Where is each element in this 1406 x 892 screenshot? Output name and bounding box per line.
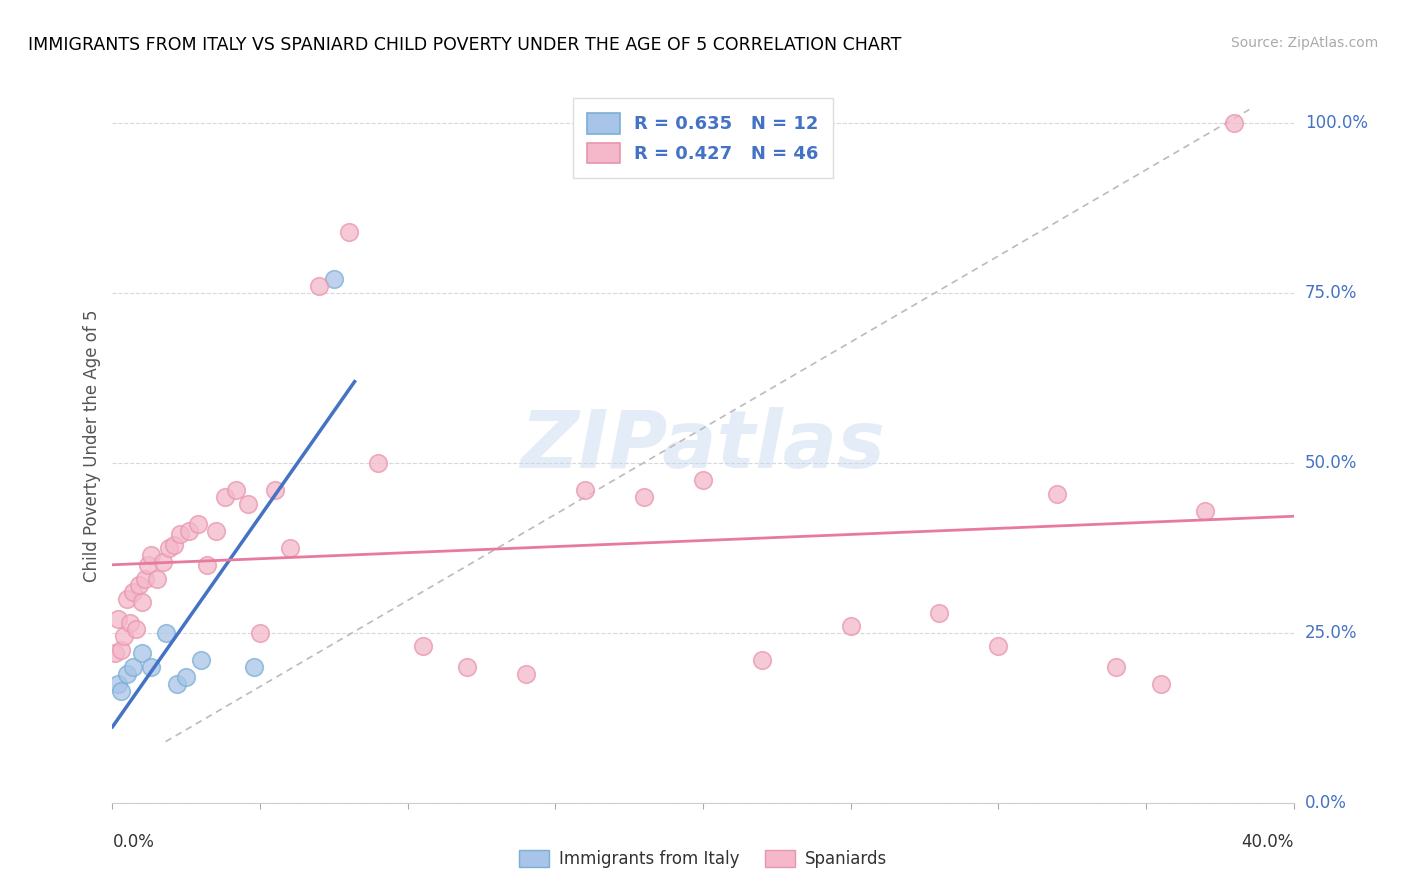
Point [308,279,330,293]
Point [367,456,389,470]
Point [633,490,655,504]
Point [278,541,301,555]
Point [190,653,212,667]
Point [107,612,129,626]
Point [1194,503,1216,517]
Point [456,660,478,674]
Point [131,646,153,660]
Legend: Immigrants from Italy, Spaniards: Immigrants from Italy, Spaniards [512,843,894,875]
Text: 100.0%: 100.0% [1305,114,1368,132]
Point [131,595,153,609]
Text: Source: ZipAtlas.com: Source: ZipAtlas.com [1230,36,1378,50]
Point [337,225,360,239]
Point [110,643,132,657]
Point [243,660,266,674]
Point [112,629,135,643]
Point [238,497,260,511]
Text: IMMIGRANTS FROM ITALY VS SPANIARD CHILD POVERTY UNDER THE AGE OF 5 CORRELATION C: IMMIGRANTS FROM ITALY VS SPANIARD CHILD … [28,36,901,54]
Text: 0.0%: 0.0% [112,833,155,851]
Point [117,591,138,606]
Point [139,660,162,674]
Point [134,572,156,586]
Point [146,572,169,586]
Point [214,490,236,504]
Point [411,640,433,654]
Point [187,517,209,532]
Point [110,683,132,698]
Text: ZIPatlas: ZIPatlas [520,407,886,485]
Point [117,666,138,681]
Point [174,670,197,684]
Point [987,640,1010,654]
Y-axis label: Child Poverty Under the Age of 5: Child Poverty Under the Age of 5 [83,310,101,582]
Point [139,548,162,562]
Point [155,626,177,640]
Point [515,666,537,681]
Point [751,653,773,667]
Point [195,558,218,572]
Point [323,272,346,286]
Text: 40.0%: 40.0% [1241,833,1294,851]
Point [166,677,188,691]
Point [107,677,129,691]
Point [205,524,228,538]
Point [120,615,142,630]
Point [163,537,186,551]
Point [136,558,159,572]
Point [152,555,174,569]
Point [179,524,201,538]
Point [839,619,862,633]
Legend: R = 0.635   N = 12, R = 0.427   N = 46: R = 0.635 N = 12, R = 0.427 N = 46 [572,98,834,178]
Point [169,527,191,541]
Point [225,483,247,498]
Point [249,626,271,640]
Point [574,483,596,498]
Point [264,483,287,498]
Point [104,646,127,660]
Point [928,606,950,620]
Point [1046,486,1069,500]
Point [157,541,180,555]
Point [692,473,714,487]
Text: 25.0%: 25.0% [1305,624,1357,642]
Point [1105,660,1128,674]
Text: 50.0%: 50.0% [1305,454,1357,472]
Point [125,623,148,637]
Point [122,585,145,599]
Text: 75.0%: 75.0% [1305,284,1357,302]
Text: 0.0%: 0.0% [1305,794,1347,812]
Point [128,578,150,592]
Point [1223,116,1246,130]
Point [1150,677,1173,691]
Point [122,660,145,674]
